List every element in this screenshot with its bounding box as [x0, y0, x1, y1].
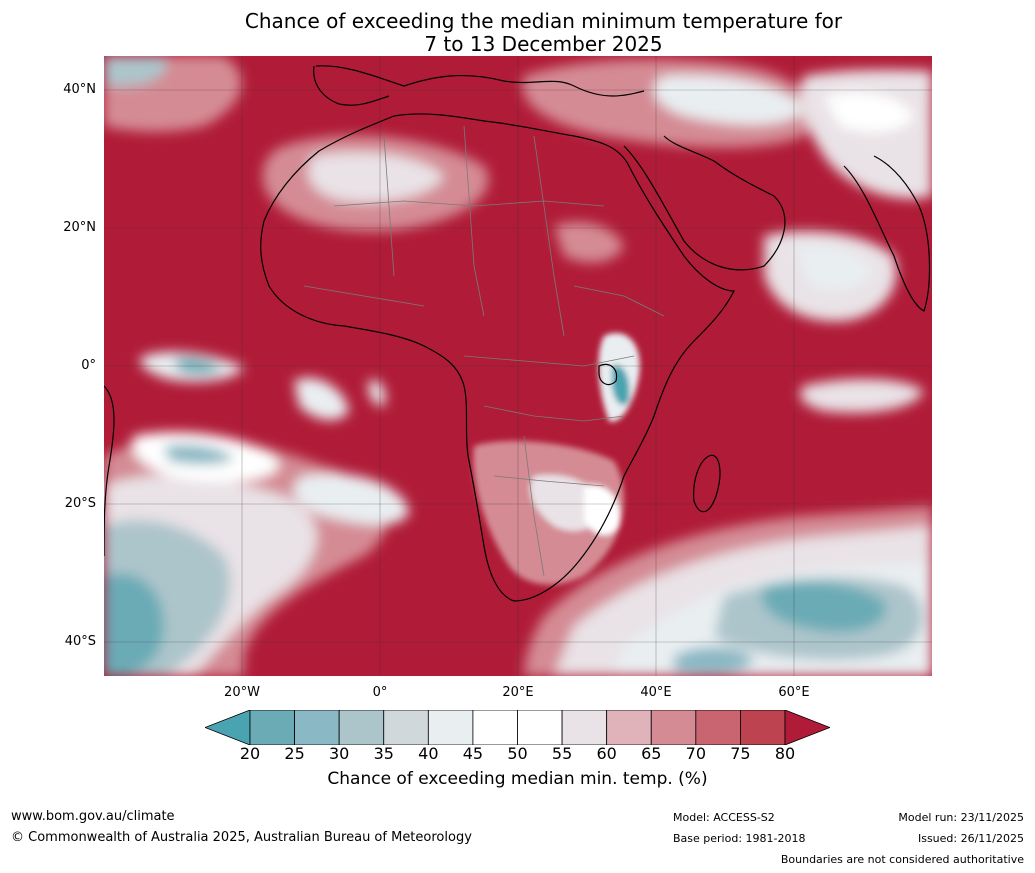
colorbar-label: Chance of exceeding median min. temp. (%…	[327, 769, 708, 789]
model-name: Model: ACCESS-S2	[673, 811, 775, 824]
colorbar-extend-low	[205, 710, 251, 745]
colorbar-extend-high	[784, 710, 830, 745]
colorbar-tick-label: 20	[239, 744, 261, 763]
lat-label-20n: 20°N	[63, 220, 96, 235]
colorbar-cell	[695, 710, 741, 745]
lon-label-20w: 20°W	[224, 685, 260, 700]
colorbar-tick-label: 55	[551, 744, 573, 763]
colorbar-tick-label: 40	[418, 744, 439, 763]
southern-ocean-field	[104, 432, 409, 676]
lake-victoria-outline	[598, 363, 618, 386]
colorbar-tick-label: 80	[774, 744, 796, 763]
colorbar-cell	[249, 710, 295, 745]
map-svg	[104, 56, 932, 676]
boundaries-disclaimer: Boundaries are not considered authoritat…	[780, 853, 1024, 866]
colorbar-tick-label: 30	[328, 744, 350, 763]
southern-africa-field	[473, 332, 640, 585]
lat-label-0: 0°	[81, 358, 96, 373]
colorbar-cell	[294, 710, 340, 745]
coastlines	[104, 65, 931, 602]
colorbar-cell	[740, 710, 786, 745]
title-line-1: Chance of exceeding the median minimum t…	[244, 9, 843, 33]
lon-label-20e: 20°E	[502, 685, 534, 700]
colorbar-tick-label: 35	[373, 744, 394, 763]
colorbar-cell	[650, 710, 697, 745]
colorbar-tick-label: 45	[462, 744, 484, 763]
colorbar-cell	[427, 710, 474, 745]
europe-coastline	[313, 65, 645, 106]
copyright-notice: © Commonwealth of Australia 2025, Austra…	[11, 830, 472, 845]
colorbar-cells	[205, 710, 830, 745]
colorbar-tick-label: 65	[641, 744, 662, 763]
issued-date: Issued: 26/11/2025	[917, 832, 1024, 845]
lon-label-60e: 60°E	[778, 685, 810, 700]
indian-ocean-field	[524, 506, 932, 676]
base-period: Base period: 1981-2018	[673, 832, 806, 845]
arabia-coastline	[623, 135, 786, 271]
lon-label-0: 0°	[372, 685, 388, 700]
map-title: Chance of exceeding the median minimum t…	[0, 10, 1035, 56]
lat-label-40s: 40°S	[64, 634, 96, 649]
graticule	[104, 56, 932, 676]
forecast-map	[104, 56, 932, 676]
india-coastline	[843, 155, 931, 312]
colorbar-tick-label: 50	[507, 744, 528, 763]
model-run-date: Model run: 23/11/2025	[898, 811, 1024, 824]
country-borders	[303, 125, 665, 577]
colorbar-cell	[606, 710, 652, 745]
title-line-2: 7 to 13 December 2025	[424, 32, 663, 56]
colorbar-tick-label: 60	[596, 744, 617, 763]
colorbar-cell	[383, 710, 429, 745]
colorbar-tick-label: 25	[284, 744, 305, 763]
tropical-field	[140, 351, 924, 421]
south-america-coastline	[104, 385, 115, 557]
lat-label-20s: 20°S	[64, 496, 96, 511]
colorbar-cell	[338, 710, 385, 745]
colorbar-tick-label: 75	[730, 744, 751, 763]
madagascar-coastline	[693, 454, 721, 513]
africa-coastline	[260, 113, 735, 602]
colorbar-cell	[472, 710, 518, 745]
website-link[interactable]: www.bom.gov.au/climate	[11, 809, 175, 824]
lon-label-40e: 40°E	[640, 685, 672, 700]
northern-field	[104, 56, 932, 322]
colorbar-cell	[561, 710, 608, 745]
lat-label-40n: 40°N	[63, 82, 96, 97]
colorbar-cell	[517, 710, 563, 745]
colorbar	[205, 710, 830, 745]
colorbar-tick-label: 70	[685, 744, 706, 763]
